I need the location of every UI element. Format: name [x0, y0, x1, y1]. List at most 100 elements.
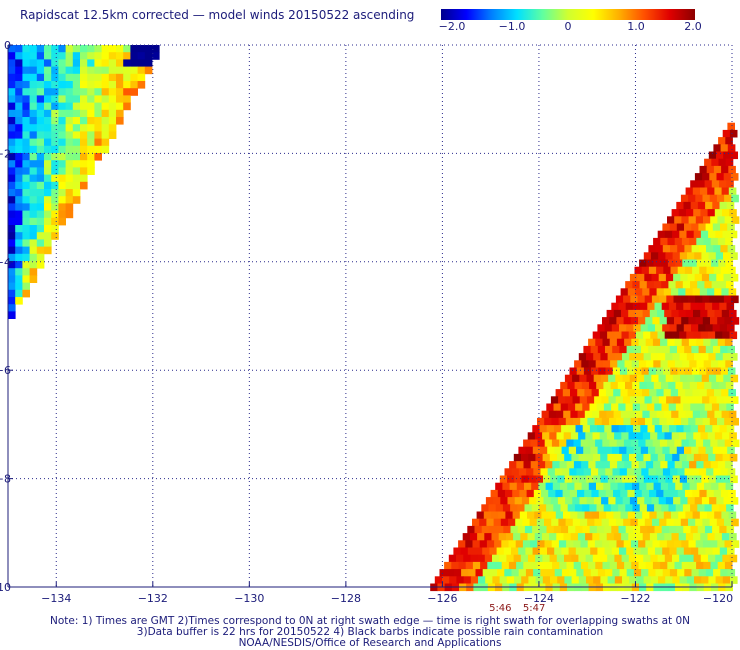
swath-cell [15, 239, 23, 247]
swath-cell [586, 353, 594, 361]
swath-cell [608, 518, 617, 527]
swath-cell [648, 367, 657, 376]
swath-cell [631, 439, 639, 448]
swath-cell [573, 417, 581, 426]
swath-cell [625, 403, 634, 412]
swath-cell [722, 453, 731, 462]
swath-cell [29, 95, 38, 103]
swath-cell [658, 273, 667, 282]
swath-cell [641, 345, 649, 354]
swath-cell [15, 52, 23, 60]
swath-cell [22, 138, 30, 147]
swath-cell [626, 569, 635, 577]
swath-cell [697, 504, 705, 512]
swath-cell [44, 131, 52, 139]
swath-cell [677, 245, 685, 253]
swath-cell [660, 561, 668, 570]
swath-cell [592, 554, 601, 563]
swath-cell [540, 569, 548, 577]
swath-cell [636, 554, 644, 563]
swath-cell [723, 497, 732, 505]
swath-cell [724, 540, 733, 548]
swath-cell [108, 59, 117, 67]
swath-cell [632, 403, 641, 412]
swath-cell [651, 475, 659, 484]
swath-cell [729, 432, 737, 440]
swath-cell [87, 109, 95, 118]
swath-cell [8, 304, 16, 312]
swath-cell [44, 174, 52, 183]
swath-cell [22, 261, 30, 269]
swath-cell [489, 569, 498, 577]
swath-cell [662, 324, 670, 332]
swath-cell [525, 547, 533, 556]
swath-cell [714, 533, 723, 541]
swath-cell [677, 489, 686, 498]
colorbar [441, 9, 695, 20]
swath-cell [534, 432, 543, 440]
swath-cell [540, 468, 549, 476]
swath-cell [511, 569, 520, 577]
swath-cell [44, 102, 52, 111]
swath-cell [108, 66, 117, 75]
swath-cell [700, 309, 708, 318]
swath-cell [465, 540, 473, 548]
swath-cell [703, 561, 711, 570]
swath-cell [15, 167, 23, 175]
swath-cell [623, 417, 631, 426]
swath-cell [495, 504, 504, 512]
swath-cell [51, 203, 59, 211]
swath-cell [468, 569, 476, 577]
swath-cell [699, 165, 708, 174]
swath-cell [72, 66, 81, 75]
swath-cell [556, 554, 565, 563]
swath-cell [561, 446, 570, 455]
swath-cell [563, 533, 572, 541]
swath-cell [721, 288, 729, 296]
swath-cell [717, 338, 726, 347]
x-tick-label: −126 [427, 592, 457, 605]
swath-cell [474, 525, 483, 534]
swath-cell [716, 273, 724, 282]
swath-cell [675, 281, 684, 289]
swath-cell [700, 432, 709, 440]
swath-cell [709, 497, 717, 505]
swath-cell [670, 389, 679, 397]
swath-cell [613, 511, 621, 520]
swath-cell [716, 151, 724, 160]
swath-cell [660, 338, 668, 347]
swath-cell [663, 288, 672, 296]
swath-cell [594, 518, 602, 527]
swath-cell [537, 439, 546, 448]
swath-cell [591, 389, 600, 397]
swath-cell [130, 88, 138, 96]
y-tick-label: −4 [0, 256, 11, 269]
swath-cell [701, 374, 710, 383]
swath-cell [94, 95, 102, 103]
swath-cell [503, 547, 512, 556]
swath-cell [671, 309, 679, 318]
swath-cell [728, 187, 737, 196]
swath-cell [731, 216, 740, 224]
swath-cell [51, 153, 59, 161]
swath-cell [549, 432, 557, 440]
swath-cell [123, 81, 131, 89]
swath-cell [87, 117, 95, 125]
swath-cell [525, 446, 534, 455]
swath-cell [709, 396, 717, 404]
swath-cell [546, 425, 555, 433]
swath-cell [94, 117, 102, 125]
swath-cell [567, 482, 575, 491]
swath-cell [638, 540, 646, 548]
swath-cell [687, 475, 695, 484]
swath-cell [692, 288, 701, 296]
swath-cell [731, 417, 739, 426]
swath-cell [534, 533, 543, 541]
swath-cell [716, 497, 724, 505]
swath-cell [597, 324, 605, 332]
swath-cell [653, 381, 662, 390]
swath-cell [638, 561, 647, 570]
swath-cell [29, 73, 38, 82]
swath-cell [666, 417, 675, 426]
swath-cell [494, 561, 503, 570]
